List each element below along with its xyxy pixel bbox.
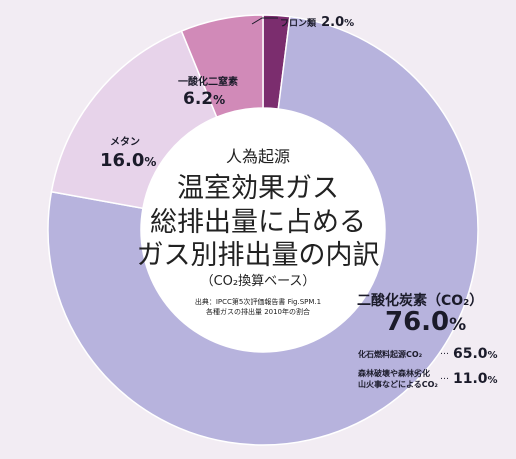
chart-kicker: 人為起源 [225, 147, 290, 166]
slice-name-methane: メタン [110, 137, 140, 148]
slice-name-nitrous-oxide: 一酸化二窒素 [178, 77, 238, 88]
slice-name-co2: 二酸化炭素（CO₂） [357, 293, 484, 309]
chart-title-line-1: 温室効果ガス [177, 173, 339, 204]
chart-source-line-2: 各種ガスの排出量 2010年の割合 [205, 308, 311, 316]
breakdown-forest-pct: 11.0% [453, 368, 498, 387]
slice-value-fluorocarbons: 2.0 [321, 15, 345, 30]
breakdown-fossil-label: 化石燃料起源CO₂ [358, 350, 423, 359]
slice-value-co2: 76.0 [385, 307, 450, 337]
slice-pct-co2: 76.0% [385, 307, 466, 337]
slice-value-nitrous-oxide: 6.2 [183, 89, 214, 109]
breakdown-forest-dots: … [440, 372, 449, 382]
breakdown-forest-label-2: 山火事などによるCO₂ [358, 380, 438, 389]
breakdown-fossil-dots: … [440, 347, 449, 357]
slice-pct-methane: 16.0% [100, 150, 156, 171]
slice-unit-nitrous-oxide: % [213, 93, 226, 107]
breakdown-fossil-value: 65.0 [453, 346, 488, 362]
slice-unit-methane: % [144, 155, 157, 169]
slice-value-methane: 16.0 [100, 150, 145, 171]
donut-center [141, 108, 385, 352]
leader-line-fluorocarbons [251, 17, 278, 25]
breakdown-forest-value: 11.0 [453, 371, 488, 387]
chart-subtitle: （CO₂換算ベース） [200, 274, 316, 289]
breakdown-forest-label-1: 森林破壊や森林劣化 [358, 369, 430, 378]
breakdown-fossil-unit: % [487, 350, 498, 361]
slice-name-fluorocarbons: フロン類 [280, 19, 317, 29]
chart-title-line-3: ガス別排出量の内訳 [136, 240, 380, 271]
breakdown-fossil-pct: 65.0% [453, 343, 498, 362]
breakdown-forest-unit: % [487, 375, 498, 386]
chart-title-line-2: 総排出量に占める [150, 207, 366, 238]
slice-unit-co2: % [449, 315, 467, 335]
chart-source-line-1: 出典：IPCC第5次評価報告書 Fig.SPM.1 [194, 298, 322, 306]
slice-label-fluorocarbons: フロン類 2.0% [280, 11, 354, 30]
slice-unit-fluorocarbons: % [344, 18, 355, 29]
slice-pct-nitrous-oxide: 6.2% [183, 89, 225, 109]
